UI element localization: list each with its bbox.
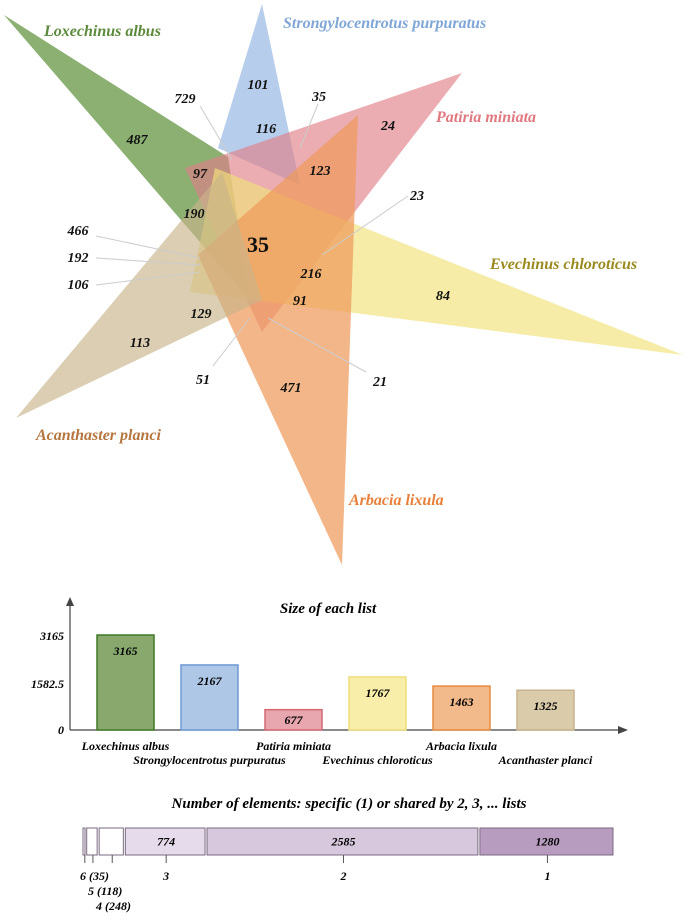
bar-value-label: 1325 [534,699,558,713]
bar-category-label: Loxechinus albus [81,739,170,753]
shared-elements-chart: Number of elements: specific (1) or shar… [80,796,614,913]
bar-category-label: Acanthaster planci [498,753,593,767]
y-axis-arrow [66,597,74,606]
set-label-loxechinus-albus: Loxechinus albus [43,23,161,40]
region-count: 84 [436,289,450,304]
region-count: 471 [280,381,302,396]
callout-count: 51 [196,373,210,388]
y-tick-label: 3165 [39,629,64,643]
region-count: 123 [310,164,331,179]
segment-axis-label: 1 [544,869,550,883]
bar-value-label: 1767 [366,686,391,700]
segment-axis-label: 3 [162,869,169,883]
set-label-acanthaster-planci: Acanthaster planci [35,427,161,444]
bar-value-label: 1463 [450,695,474,709]
bar [432,685,491,731]
set-label-strongylocentrotus-purpuratus: Strongylocentrotus purpuratus [283,15,486,32]
bar [96,634,155,731]
region-count: 91 [293,294,307,309]
triangle-acanthaster-planci [16,172,262,418]
bars [96,634,575,731]
region-counts: 35 487 101 24 84 471 113 116 123 97 190 … [126,78,451,396]
callout-count: 23 [409,189,424,204]
bar [348,676,407,731]
callout-count: 466 [67,224,89,239]
y-tick-label: 0 [58,723,64,737]
region-count: 101 [248,78,269,93]
segment-value-label: 1280 [535,835,559,849]
bar-category-label: Patiria miniata [256,739,331,753]
region-count: 129 [191,307,212,322]
center-count: 35 [247,232,269,257]
segment [206,827,479,856]
bar-chart-title: Size of each list [280,601,377,617]
region-count: 97 [193,167,208,182]
set-label-evechinus-chloroticus: Evechinus chloroticus [489,256,637,273]
bar [516,689,575,731]
venn-diagram: Loxechinus albus Strongylocentrotus purp… [4,4,683,565]
y-tick-label: 1582.5 [31,677,64,691]
segment-axis-label: 2 [339,869,346,883]
size-bar-chart: Size of each list 3165 1582.5 0 3165 2167… [31,597,628,767]
region-count: 190 [184,207,205,222]
bar-value-label: 3165 [113,644,138,658]
region-count: 487 [126,133,149,148]
set-labels: Loxechinus albus Strongylocentrotus purp… [35,15,637,509]
segment [98,827,124,856]
callout-lines [95,103,409,373]
region-count: 24 [380,119,395,134]
set-label-patiria-miniata: Patiria miniata [435,109,536,126]
segment-value-label: 2585 [330,835,355,849]
bar-category-label: Arbacia lixula [425,739,497,753]
segment [86,827,98,856]
callout-count: 21 [372,375,387,390]
segment-axis-label: 6 (35) [80,869,109,883]
bar-category-label: Evechinus chloroticus [321,753,433,767]
x-axis-arrow [618,726,628,734]
segment-axis-labels: 6 (35)5 (118)4 (248) 3 2 1 [80,855,550,913]
bar-value-label: 2167 [197,674,223,688]
y-tick-labels: 3165 1582.5 0 [31,629,64,737]
segment-value-label: 774 [157,835,175,849]
segments [82,827,614,856]
callout-counts: 729 35 23 466 192 106 51 21 [67,90,425,390]
segment [82,827,86,856]
bar [180,664,239,731]
bar [264,708,323,731]
set-label-arbacia-lixula: Arbacia lixula [348,492,444,509]
segment-axis-label: 5 (118) [88,884,122,898]
region-count: 116 [256,122,276,137]
segment [124,827,206,856]
segment-value-labels: 774 2585 1280 [157,835,559,849]
callout-count: 35 [311,90,326,105]
callout-count: 729 [175,92,196,107]
bar-value-label: 677 [285,713,304,727]
bar-category-label: Strongylocentrotus purpuratus [133,753,286,767]
shared-chart-title: Number of elements: specific (1) or shar… [171,796,527,812]
bar-value-labels: 3165 2167 677 1767 1463 1325 [113,644,558,727]
segment-axis-label: 4 (248) [95,899,131,913]
callout-count: 192 [68,251,89,266]
region-count: 113 [130,336,150,351]
segment [479,827,614,856]
callout-count: 106 [68,278,89,293]
region-count: 216 [300,267,322,282]
